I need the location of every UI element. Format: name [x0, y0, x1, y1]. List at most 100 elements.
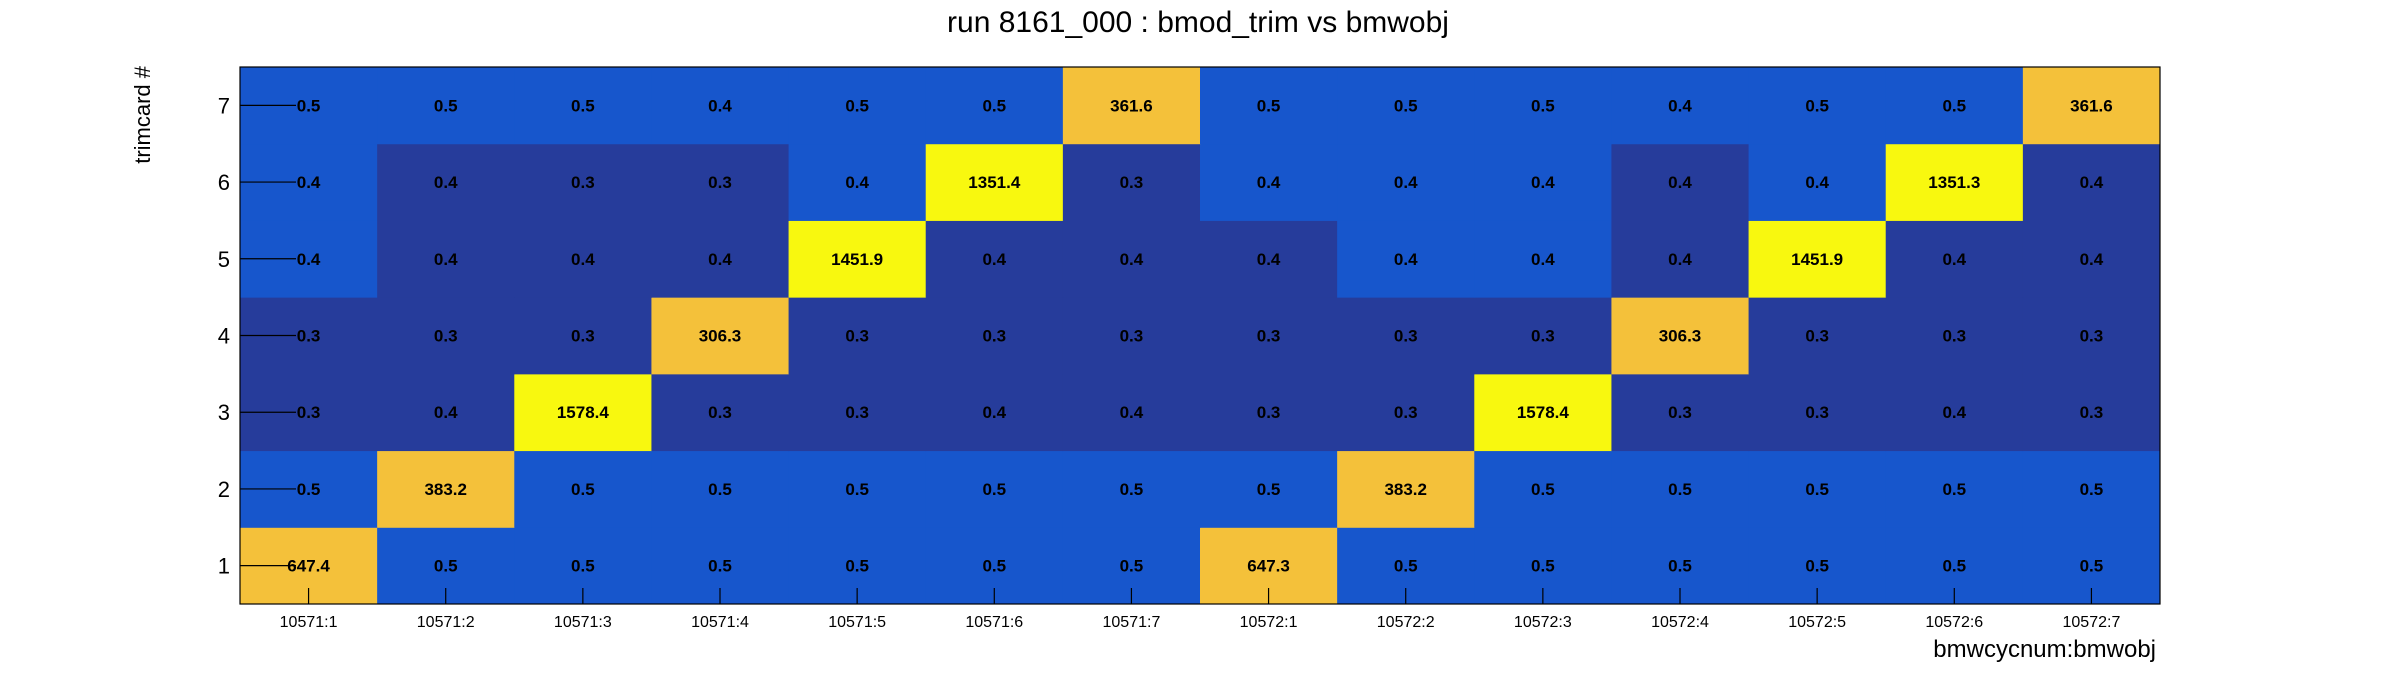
cell-value-label: 0.5 — [571, 557, 595, 576]
cell-value-label: 0.5 — [982, 96, 1006, 115]
cell-value-label: 0.4 — [2080, 173, 2104, 192]
heatmap-cell — [925, 450, 1064, 528]
cell-value-label: 0.5 — [1805, 96, 1829, 115]
heatmap-cell — [2022, 220, 2161, 298]
cell-value-label: 0.5 — [434, 557, 458, 576]
heatmap-cell — [1474, 220, 1612, 298]
heatmap-cell — [651, 220, 790, 298]
heatmap-cell — [1337, 450, 1475, 528]
heatmap-cell — [377, 143, 515, 221]
heatmap-cell — [2022, 143, 2161, 221]
heatmap-cell — [651, 373, 790, 452]
cell-value-label: 0.3 — [1257, 327, 1281, 346]
cell-value-label: 306.3 — [699, 327, 742, 346]
cell-value-label: 0.4 — [982, 250, 1006, 269]
heatmap-cell — [377, 373, 515, 452]
cell-value-label: 0.3 — [982, 327, 1006, 346]
cell-value-label: 0.4 — [708, 250, 732, 269]
cell-value-label: 361.6 — [2070, 96, 2113, 115]
cell-value-label: 0.5 — [845, 557, 869, 576]
cell-value-label: 0.3 — [434, 327, 458, 346]
heatmap-cell — [1337, 373, 1475, 452]
x-tick-label: 10571:1 — [280, 614, 338, 631]
cell-value-label: 0.4 — [434, 173, 458, 192]
y-tick-label: 4 — [218, 324, 230, 349]
x-axis-label: bmwcycnum:bmwobj — [1933, 636, 2156, 663]
cell-value-label: 0.5 — [571, 480, 595, 499]
heatmap-cell — [651, 450, 790, 528]
heatmap-cell — [1474, 450, 1612, 528]
x-tick-label: 10571:7 — [1103, 614, 1161, 631]
heatmap-cell — [1200, 297, 1338, 375]
cell-value-label: 1451.9 — [831, 250, 883, 269]
cell-value-label: 0.4 — [1531, 173, 1555, 192]
heatmap-cell — [925, 220, 1064, 298]
heatmap-cell — [1337, 143, 1475, 221]
cell-value-label: 647.3 — [1247, 557, 1290, 576]
heatmap-cell — [2022, 373, 2161, 452]
heatmap-cell — [925, 67, 1064, 145]
cell-value-label: 0.3 — [1531, 327, 1555, 346]
cell-value-label: 0.5 — [1394, 96, 1418, 115]
heatmap-cell — [1748, 220, 1887, 298]
heatmap-cell — [1611, 220, 1750, 298]
cell-value-label: 0.4 — [1120, 403, 1144, 422]
heatmap-cell — [514, 450, 652, 528]
y-tick-label: 5 — [218, 247, 230, 272]
heatmap-cell — [1885, 220, 2024, 298]
heatmap-cell — [1200, 67, 1338, 145]
x-tick-label: 10572:3 — [1514, 614, 1572, 631]
heatmap-cell — [1885, 297, 2024, 375]
cell-value-label: 0.5 — [1942, 480, 1966, 499]
cell-value-label: 0.5 — [2080, 480, 2104, 499]
heatmap-cell — [651, 297, 790, 375]
heatmap-cell — [788, 297, 927, 375]
cell-value-label: 0.4 — [434, 250, 458, 269]
cell-value-label: 0.4 — [1394, 250, 1418, 269]
heatmap-cell — [514, 220, 652, 298]
cell-value-label: 0.5 — [982, 557, 1006, 576]
cell-value-label: 1578.4 — [557, 403, 610, 422]
chart-title: run 8161_000 : bmod_trim vs bmwobj — [947, 6, 1449, 39]
y-axis-label: trimcard # — [130, 65, 155, 164]
x-tick-label: 10571:6 — [965, 614, 1023, 631]
cell-value-label: 0.3 — [571, 327, 595, 346]
x-tick-label: 10572:5 — [1788, 614, 1846, 631]
heatmap-cell — [1337, 67, 1475, 145]
cell-value-label: 0.4 — [1394, 173, 1418, 192]
cell-value-label: 306.3 — [1659, 327, 1702, 346]
heatmap-cell — [788, 450, 927, 528]
cell-value-label: 0.4 — [571, 250, 595, 269]
y-tick-label: 3 — [218, 400, 230, 425]
heatmap-cell — [1611, 297, 1750, 375]
cell-value-label: 0.5 — [1257, 480, 1281, 499]
cell-value-label: 0.4 — [1668, 96, 1692, 115]
cell-value-label: 0.4 — [1257, 250, 1281, 269]
cell-value-label: 0.5 — [1531, 480, 1555, 499]
heatmap-cell — [1337, 220, 1475, 298]
heatmap-cell — [1611, 373, 1750, 452]
heatmap-cell — [1885, 373, 2024, 452]
cell-value-label: 0.3 — [1120, 327, 1144, 346]
heatmap-cell — [925, 143, 1064, 221]
heatmap-cell — [1337, 297, 1475, 375]
cell-value-label: 0.3 — [571, 173, 595, 192]
cell-value-label: 0.3 — [1668, 403, 1692, 422]
cell-value-label: 1351.3 — [1928, 173, 1980, 192]
cell-value-label: 0.3 — [845, 327, 869, 346]
heatmap-cell — [1062, 450, 1201, 528]
cell-value-label: 0.4 — [982, 403, 1006, 422]
cell-value-label: 647.4 — [287, 557, 330, 576]
cell-value-label: 0.4 — [708, 96, 732, 115]
cell-value-label: 0.5 — [571, 96, 595, 115]
heatmap-cell — [1611, 450, 1750, 528]
cell-value-label: 0.5 — [1942, 96, 1966, 115]
cell-value-label: 0.5 — [1120, 480, 1144, 499]
heatmap-cell — [651, 143, 790, 221]
cell-value-label: 0.4 — [297, 173, 321, 192]
heatmap-cell — [788, 143, 927, 221]
cell-labels-layer: 647.4 0.5 0.5 0.5 0.5 0.5 0.5 647.3 0.5 0.5 0.5 0.5… — [287, 96, 2112, 575]
cell-value-label: 0.4 — [297, 250, 321, 269]
cell-value-label: 0.3 — [1394, 327, 1418, 346]
y-tick-label: 7 — [218, 93, 230, 118]
